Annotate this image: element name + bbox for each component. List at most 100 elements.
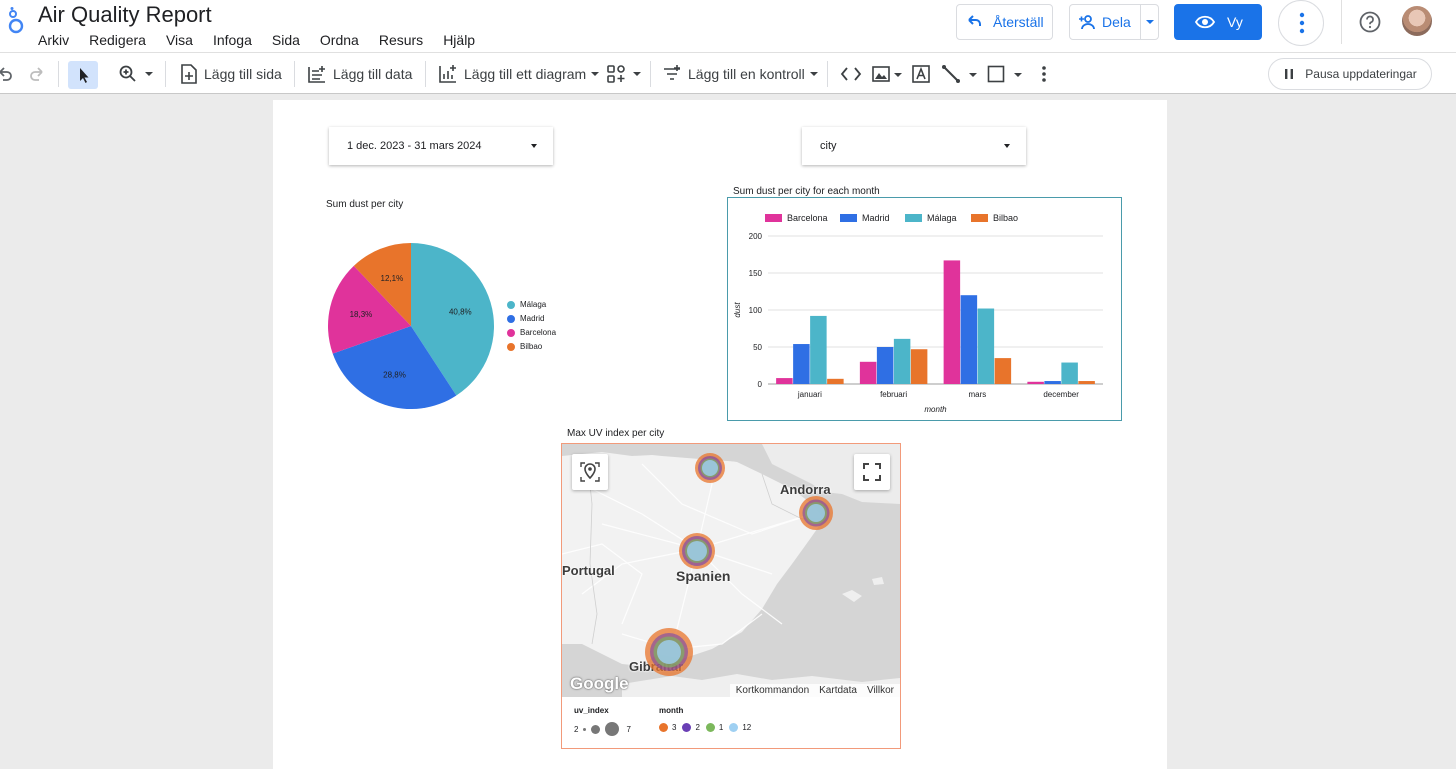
bubble-map[interactable]: Andorra Portugal Spanien Gibraltar	[562, 444, 900, 697]
add-data-button[interactable]: Lägg till data	[307, 53, 412, 94]
zoom-button[interactable]	[118, 53, 160, 94]
menu-item-visa[interactable]: Visa	[165, 32, 193, 48]
add-control-dropdown-arrow-icon	[809, 71, 818, 76]
bar-legend-label: Madrid	[862, 213, 890, 223]
bar-legend-item[interactable]: Madrid	[840, 213, 890, 223]
uv-bubble-bilbao[interactable]	[695, 453, 725, 483]
pie-chart[interactable]: 40,8% 28,8% 18,3% 12,1%	[326, 241, 496, 411]
x-tick-label: februari	[880, 390, 907, 399]
pie-legend-item[interactable]: Bilbao	[507, 342, 542, 351]
uv-legend-min: 2	[574, 724, 579, 734]
bar-málaga-december[interactable]	[1061, 362, 1078, 384]
view-button[interactable]: Vy	[1174, 4, 1262, 40]
menu-item-resurs[interactable]: Resurs	[378, 32, 424, 48]
bar-legend-item[interactable]: Málaga	[905, 213, 957, 223]
bar-chart-title: Sum dust per city for each month	[733, 186, 880, 197]
undo-arrow-icon	[968, 15, 981, 26]
menu-item-ordna[interactable]: Ordna	[319, 32, 359, 48]
share-dropdown-arrow-icon[interactable]	[1145, 17, 1155, 27]
bar-madrid-februari[interactable]	[876, 347, 894, 384]
bar-málaga-januari[interactable]	[810, 315, 827, 384]
bar-legend-item[interactable]: Bilbao	[971, 213, 1018, 223]
bar-bilbao-december[interactable]	[1078, 381, 1095, 384]
redo-icon[interactable]	[28, 65, 46, 83]
map-terms-link[interactable]: Villkor	[866, 685, 894, 696]
month-legend-label: 3	[672, 723, 677, 732]
report-title[interactable]: Air Quality Report	[38, 2, 212, 27]
help-icon[interactable]	[1359, 11, 1381, 33]
zoom-dropdown-arrow-icon	[145, 71, 153, 76]
pie-legend-item[interactable]: Málaga	[507, 300, 546, 309]
shape-dropdown-arrow-icon[interactable]	[1013, 70, 1023, 80]
pie-slice-madrid[interactable]	[332, 326, 457, 409]
bar-bilbao-februari[interactable]	[910, 349, 928, 384]
map-data-link[interactable]: Kartdata	[819, 685, 857, 696]
bar-bilbao-mars[interactable]	[994, 358, 1012, 384]
text-box-icon[interactable]	[911, 64, 931, 84]
map-footer: Kortkommandon Kartdata Villkor	[729, 684, 900, 697]
image-icon[interactable]	[871, 64, 891, 84]
uv-bubble-madrid[interactable]	[679, 533, 715, 569]
map-shortcuts-link[interactable]: Kortkommandon	[735, 685, 810, 696]
line-dropdown-arrow-icon[interactable]	[968, 70, 978, 80]
bar-legend-item[interactable]: Barcelona	[765, 213, 828, 223]
add-control-button[interactable]: Lägg till en kontroll	[662, 53, 825, 94]
pie-legend-item[interactable]: Madrid	[507, 314, 544, 323]
share-split-divider	[1140, 5, 1141, 39]
community-viz-dropdown-arrow-icon	[633, 71, 641, 76]
city-filter-control[interactable]: city	[802, 127, 1026, 165]
menu-item-infoga[interactable]: Infoga	[212, 32, 252, 48]
bubble-map-frame[interactable]: Andorra Portugal Spanien Gibraltar	[561, 443, 901, 749]
pie-slice-bilbao[interactable]	[353, 243, 411, 326]
code-embed-icon[interactable]	[840, 64, 862, 84]
image-dropdown-arrow-icon[interactable]	[893, 70, 903, 80]
select-tool-button[interactable]	[68, 61, 98, 89]
legend-swatch-icon	[971, 214, 988, 222]
bar-bilbao-januari[interactable]	[827, 378, 844, 384]
bar-madrid-mars[interactable]	[960, 295, 978, 384]
add-chart-dropdown-arrow-icon	[591, 71, 600, 76]
line-tool-icon[interactable]	[941, 64, 961, 84]
menu-item-redigera[interactable]: Redigera	[89, 32, 146, 48]
uv-bubble-malaga[interactable]	[645, 628, 693, 676]
share-button[interactable]: Dela	[1069, 4, 1159, 40]
undo-icon[interactable]	[0, 65, 14, 83]
rectangle-tool-icon[interactable]	[987, 65, 1005, 83]
add-control-label: Lägg till en kontroll	[688, 65, 805, 82]
looker-studio-logo-icon[interactable]	[6, 6, 26, 34]
size-small-dot-icon	[583, 727, 587, 731]
add-page-button[interactable]: Lägg till sida	[180, 53, 282, 94]
menu-item-sida[interactable]: Sida	[271, 32, 300, 48]
bar-madrid-december[interactable]	[1044, 381, 1061, 384]
add-chart-button[interactable]: Lägg till ett diagram	[438, 53, 606, 94]
pause-updates-button[interactable]: Pausa uppdateringar	[1268, 58, 1432, 90]
community-viz-button[interactable]	[606, 53, 648, 94]
bar-málaga-februari[interactable]	[893, 338, 911, 384]
menu-item-hjalp[interactable]: Hjälp	[443, 32, 476, 48]
bar-barcelona-december[interactable]	[1027, 381, 1044, 384]
header-divider	[1341, 0, 1342, 44]
pie-slice-barcelona[interactable]	[328, 265, 411, 354]
more-vert-toolbar-icon[interactable]	[1034, 64, 1054, 84]
more-options-button[interactable]	[1278, 0, 1324, 46]
bar-madrid-januari[interactable]	[793, 344, 810, 384]
pie-legend-item[interactable]: Barcelona	[507, 328, 556, 337]
uv-bubble-barcelona[interactable]	[799, 496, 833, 530]
map-fullscreen-button[interactable]	[854, 454, 890, 490]
map-locate-button[interactable]	[572, 454, 608, 490]
user-avatar[interactable]	[1402, 6, 1432, 36]
menu-item-arkiv[interactable]: Arkiv	[38, 32, 70, 48]
bar-barcelona-februari[interactable]	[859, 361, 877, 384]
bar-chart[interactable]: 0 50 100 150 200 januari februari mars december m…	[728, 198, 1121, 420]
bar-barcelona-januari[interactable]	[776, 378, 793, 384]
bar-chart-frame[interactable]: Barcelona Madrid Málaga Bilbao 0 50 100 150 200…	[727, 197, 1122, 421]
bar-barcelona-mars[interactable]	[943, 260, 961, 384]
widgets-add-icon	[607, 64, 625, 83]
map-label-spanien: Spanien	[676, 568, 731, 584]
month-legend-label: 1	[718, 723, 724, 732]
pie-slice-málaga[interactable]	[411, 243, 494, 396]
map-label-andorra: Andorra	[780, 482, 831, 497]
date-range-control[interactable]: 1 dec. 2023 - 31 mars 2024	[329, 127, 553, 165]
bar-málaga-mars[interactable]	[977, 308, 995, 384]
reset-button[interactable]: Återställ	[956, 4, 1053, 40]
